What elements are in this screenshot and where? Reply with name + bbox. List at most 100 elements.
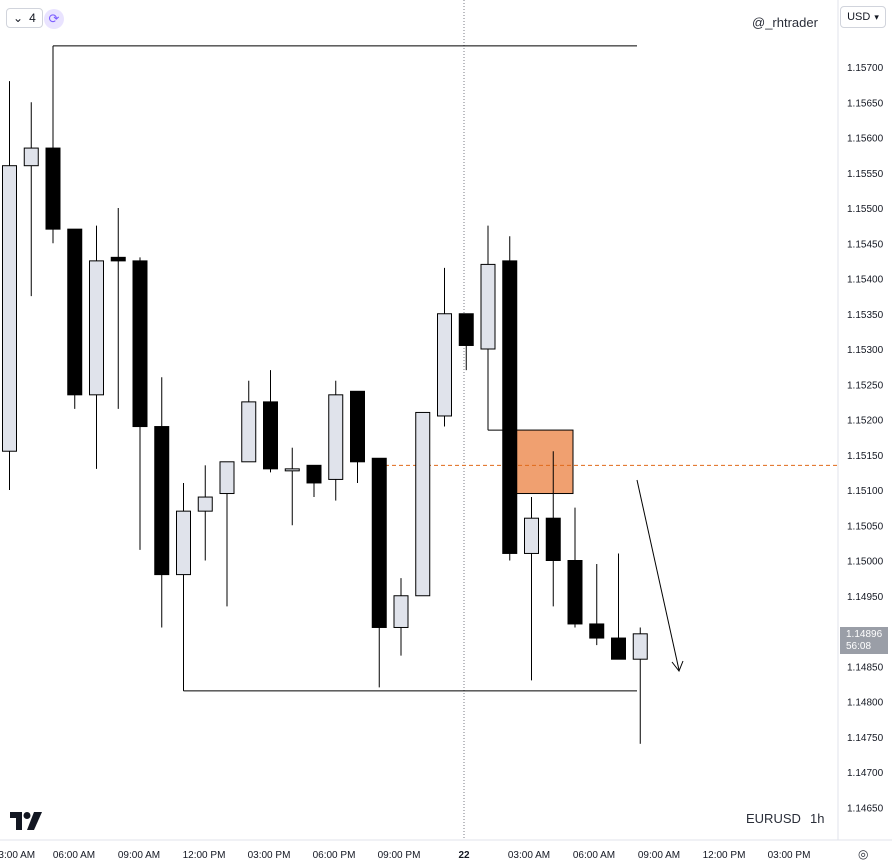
candles (2, 81, 648, 744)
price-tick-label: 1.15400 (847, 275, 884, 286)
candle-body (45, 147, 61, 230)
candle-body (241, 401, 257, 463)
price-axis[interactable]: 1.15700 1.15650 1.15600 1.15550 1.15500 1.154… (837, 0, 892, 868)
current-price: 1.14896 (846, 629, 883, 640)
candle (241, 380, 257, 463)
candle (589, 564, 605, 646)
interval-count: 4 (29, 11, 36, 25)
time-tick-label: 12:00 PM (183, 850, 226, 861)
price-tick-label: 1.15600 (847, 134, 884, 145)
candle-body (611, 637, 626, 660)
candle (393, 578, 409, 656)
candle-body (23, 147, 39, 167)
time-tick-label: 03:00 AM (508, 850, 550, 861)
price-tick-label: 1.15450 (847, 239, 884, 250)
currency-label: USD (847, 11, 871, 23)
price-tick-label: 1.15500 (847, 204, 884, 215)
candle (219, 461, 235, 607)
price-tick-label: 1.14750 (847, 733, 884, 744)
refresh-icon[interactable]: ⟳ (44, 9, 64, 29)
candle-body (110, 256, 126, 262)
candle (23, 102, 39, 297)
candle (371, 457, 387, 688)
time-tick-label: 03:00 AM (0, 850, 35, 861)
candle-body (132, 260, 148, 428)
time-tick-label: 03:00 PM (768, 850, 811, 861)
candle-body (393, 595, 409, 628)
candle (176, 482, 191, 576)
candle (524, 497, 539, 681)
current-price-badge: 1.14896 56:08 (840, 627, 888, 654)
candle (45, 119, 61, 244)
time-tick-label: 09:00 AM (118, 850, 160, 861)
time-tick-label: 06:00 PM (313, 850, 356, 861)
candle-body (219, 461, 235, 495)
time-tick-label: 09:00 AM (638, 850, 680, 861)
price-tick-label: 1.15150 (847, 451, 884, 462)
interval-count-button[interactable]: ⌄ 4 (6, 8, 43, 28)
candle-body (197, 496, 213, 512)
candle (263, 370, 278, 473)
time-tick-label: 06:00 AM (573, 850, 615, 861)
projection-arrow (636, 479, 680, 671)
price-tick-label: 1.15550 (847, 169, 884, 180)
candle (154, 377, 170, 628)
candle (437, 267, 452, 427)
time-tick-label: 22 (458, 850, 470, 861)
candle-body (154, 426, 170, 576)
price-tick-label: 1.14800 (847, 698, 884, 709)
candle-body (415, 411, 431, 597)
candle-body (437, 313, 452, 417)
price-tick-label: 1.15000 (847, 557, 884, 568)
candle-body (350, 390, 365, 463)
time-tick-label: 03:00 PM (248, 850, 291, 861)
candle (611, 553, 626, 660)
projection-arrowhead (671, 660, 684, 672)
candle (545, 451, 561, 607)
time-tick-label: 12:00 PM (703, 850, 746, 861)
price-tick-label: 1.15350 (847, 310, 884, 321)
price-tick-label: 1.14650 (847, 803, 884, 814)
candle-body (284, 468, 300, 472)
price-tick-label: 1.14850 (847, 662, 884, 673)
time-tick-label: 09:00 PM (378, 850, 421, 861)
candle-body (480, 263, 496, 350)
price-tick-label: 1.14950 (847, 592, 884, 603)
candle (350, 390, 365, 483)
candle (328, 380, 344, 501)
price-tick-label: 1.15300 (847, 345, 884, 356)
candle (197, 465, 213, 561)
settings-icon[interactable]: ◎ (858, 847, 869, 861)
price-tick-label: 1.15050 (847, 521, 884, 532)
candle-body (176, 510, 191, 576)
candle (458, 313, 474, 371)
price-tick-label: 1.15250 (847, 380, 884, 391)
candle (110, 208, 126, 409)
candle (415, 411, 431, 597)
candle (284, 447, 300, 526)
time-tick-label: 06:00 AM (53, 850, 95, 861)
candle-body (2, 165, 17, 452)
candle-body (328, 394, 344, 480)
price-tick-label: 1.14700 (847, 768, 884, 779)
currency-select[interactable]: USD ▾ (840, 6, 886, 28)
price-tick-label: 1.15650 (847, 98, 884, 109)
tradingview-logo-icon[interactable] (10, 812, 42, 835)
candle-body (524, 517, 539, 554)
candle (502, 236, 518, 561)
chevron-down-icon: ⌄ (13, 11, 24, 25)
interval-label: 1h (810, 811, 825, 826)
time-axis[interactable]: 03:00 AM 06:00 AM 09:00 AM 12:00 PM 03:00 PM… (0, 839, 892, 861)
price-tick-label: 1.15700 (847, 63, 884, 74)
candle-body (458, 313, 474, 346)
candle (67, 228, 83, 409)
candle-body (371, 457, 387, 628)
candle (89, 225, 104, 469)
candle (632, 627, 648, 744)
price-axis-bg (838, 0, 892, 868)
price-tick-label: 1.15100 (847, 486, 884, 497)
candle-body (67, 228, 83, 396)
candle-body (545, 517, 561, 562)
candle (567, 507, 583, 628)
